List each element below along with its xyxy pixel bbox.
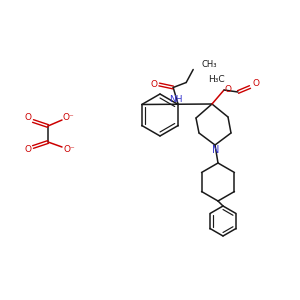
Text: H₃C: H₃C	[208, 74, 224, 83]
Text: CH₃: CH₃	[201, 60, 217, 69]
Text: O: O	[253, 80, 260, 88]
Text: O: O	[224, 85, 232, 94]
Text: O⁻: O⁻	[62, 112, 74, 122]
Text: O: O	[25, 113, 32, 122]
Text: O: O	[151, 80, 158, 89]
Text: NH: NH	[169, 95, 183, 104]
Text: O: O	[25, 146, 32, 154]
Text: N: N	[212, 145, 220, 155]
Text: O⁻: O⁻	[63, 146, 75, 154]
